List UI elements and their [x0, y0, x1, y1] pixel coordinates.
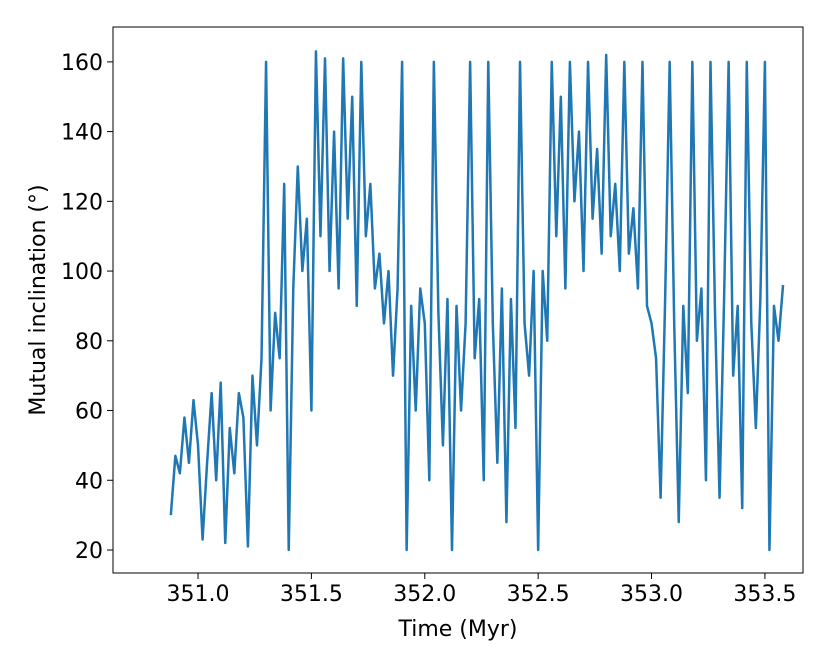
y-tick-label: 20	[75, 539, 103, 564]
y-tick-label: 40	[75, 469, 103, 494]
x-tick-label: 352.5	[507, 582, 570, 607]
y-tick-label: 80	[75, 330, 103, 355]
plot-frame	[112, 26, 804, 574]
data-line	[169, 50, 785, 552]
x-tick-label: 353.5	[733, 582, 796, 607]
x-tick-label: 351.5	[280, 582, 343, 607]
x-axis-label: Time (Myr)	[397, 617, 517, 642]
x-tick-label: 351.0	[167, 582, 230, 607]
y-axis-label: Mutual inclination (°)	[26, 184, 51, 415]
y-tick-label: 140	[61, 121, 103, 146]
y-tick-label: 100	[61, 260, 103, 285]
y-tick-label: 60	[75, 400, 103, 425]
y-tick-label: 120	[61, 190, 103, 215]
x-tick-label: 353.0	[620, 582, 683, 607]
y-tick-label: 160	[61, 51, 103, 76]
x-tick-label: 352.0	[393, 582, 456, 607]
